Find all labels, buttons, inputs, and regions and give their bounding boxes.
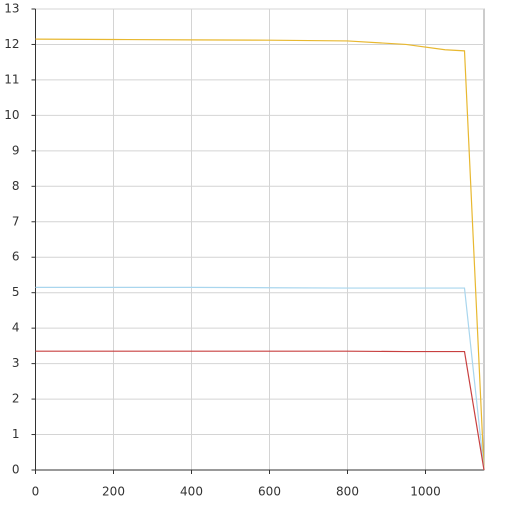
y-tick-label: 11 [4,72,19,86]
series-line [35,38,485,471]
y-tick-label: 6 [12,250,20,264]
y-tick-label: 0 [12,463,20,477]
x-tick-label: 0 [32,485,40,499]
y-tick-label: 12 [4,37,19,51]
y-tick-label: 13 [4,2,19,16]
y-tick-label: 1 [12,427,20,441]
y-tick-label: 5 [12,285,20,299]
y-tick-label: 4 [12,321,20,335]
y-tick-label: 3 [12,356,20,370]
series-line [35,286,485,471]
y-tick-label: 10 [4,108,19,122]
x-tick-label: 200 [102,485,125,499]
x-tick-label: 400 [180,485,203,499]
y-tick-label: 9 [12,143,20,157]
x-tick-label: 600 [258,485,281,499]
y-tick-label: 7 [12,214,20,228]
plot-area [35,8,485,471]
x-tick-label: 800 [336,485,359,499]
y-tick-label: 2 [12,392,20,406]
x-tick-label: 1000 [410,485,441,499]
y-tick-label: 8 [12,179,20,193]
series-line [35,350,485,471]
